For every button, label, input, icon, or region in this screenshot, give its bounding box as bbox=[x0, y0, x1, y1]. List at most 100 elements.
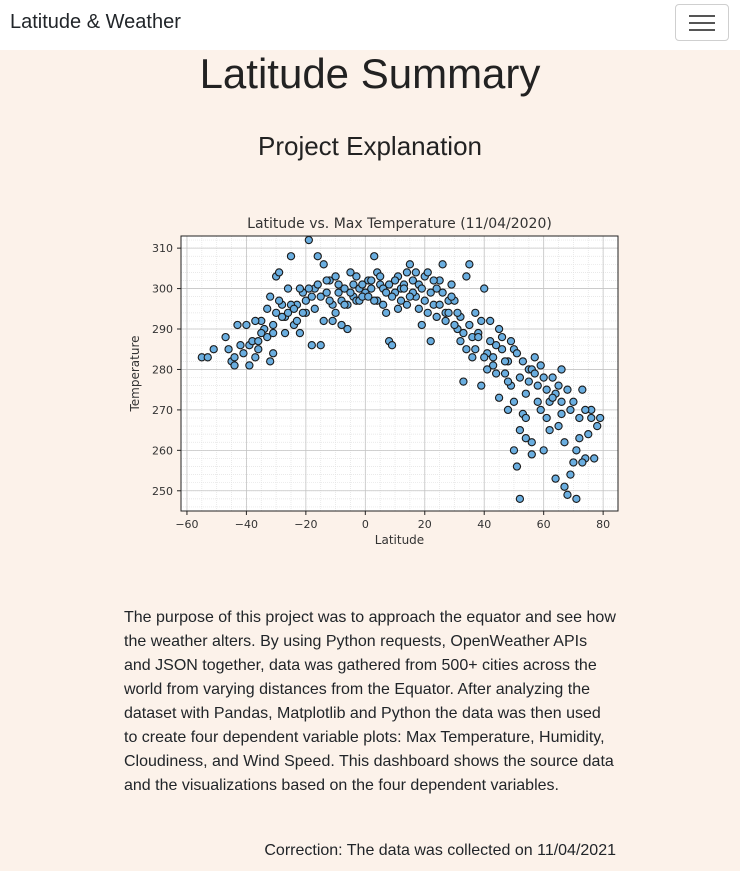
data-point bbox=[518, 357, 528, 366]
data-point bbox=[331, 272, 340, 281]
data-point bbox=[221, 332, 230, 342]
data-point bbox=[438, 288, 447, 297]
data-point bbox=[295, 328, 305, 338]
data-point bbox=[349, 280, 358, 289]
data-point bbox=[447, 292, 456, 301]
data-point bbox=[266, 357, 275, 366]
data-point bbox=[417, 284, 426, 293]
data-point bbox=[515, 373, 525, 382]
data-point bbox=[301, 296, 311, 305]
data-point bbox=[497, 332, 507, 342]
navbar-brand[interactable]: Latitude & Weather bbox=[10, 11, 181, 33]
data-point bbox=[269, 349, 278, 358]
hamburger-menu-icon bbox=[689, 15, 715, 17]
data-point bbox=[432, 312, 441, 322]
data-point bbox=[381, 308, 391, 317]
data-point bbox=[545, 425, 554, 435]
data-point bbox=[596, 413, 605, 423]
data-point bbox=[405, 260, 415, 269]
section-title: Project Explanation bbox=[257, 131, 483, 161]
data-point bbox=[224, 345, 233, 354]
data-point bbox=[233, 320, 242, 330]
data-point bbox=[536, 405, 545, 415]
data-point bbox=[468, 353, 477, 362]
data-point bbox=[245, 361, 254, 370]
data-point bbox=[304, 284, 313, 293]
data-point bbox=[554, 421, 563, 431]
data-point bbox=[557, 397, 566, 406]
data-point bbox=[459, 328, 468, 338]
data-point bbox=[578, 458, 587, 467]
data-point bbox=[266, 292, 275, 301]
data-point bbox=[566, 470, 575, 479]
data-point bbox=[542, 385, 551, 394]
latitude-temperature-chart: −60 −40 −20 0 20 40 60 80 250 260 270 280 290 300 310 L… bbox=[124, 208, 624, 558]
data-point bbox=[254, 336, 263, 346]
data-point bbox=[462, 272, 471, 281]
data-point bbox=[390, 276, 400, 285]
x-tick-label: −20 bbox=[294, 518, 317, 531]
data-point bbox=[515, 494, 525, 504]
data-point bbox=[533, 381, 542, 390]
data-point bbox=[486, 336, 495, 346]
page-title: Latitude Summary bbox=[199, 50, 541, 97]
data-point bbox=[280, 328, 290, 338]
data-point bbox=[423, 308, 432, 317]
data-point bbox=[254, 345, 263, 354]
data-point bbox=[491, 369, 501, 378]
data-point bbox=[569, 397, 578, 406]
y-tick-label: 290 bbox=[152, 323, 173, 336]
data-point bbox=[334, 280, 343, 289]
data-point bbox=[203, 353, 212, 362]
data-point bbox=[405, 292, 415, 301]
data-point bbox=[325, 296, 334, 305]
data-point bbox=[471, 345, 480, 354]
data-point bbox=[539, 446, 548, 455]
data-point bbox=[242, 320, 251, 330]
data-point bbox=[593, 421, 602, 431]
data-point bbox=[283, 284, 293, 293]
data-point bbox=[367, 284, 376, 293]
data-point bbox=[316, 292, 325, 301]
data-point bbox=[578, 385, 587, 394]
data-point bbox=[367, 276, 376, 285]
data-point bbox=[471, 308, 480, 317]
data-point bbox=[530, 369, 539, 378]
data-point bbox=[298, 308, 308, 317]
data-point bbox=[346, 268, 355, 277]
data-point bbox=[560, 438, 569, 447]
data-point bbox=[257, 328, 266, 338]
data-point bbox=[352, 272, 361, 281]
data-point bbox=[414, 304, 423, 313]
data-point bbox=[465, 320, 474, 330]
navbar-toggle-button[interactable] bbox=[675, 4, 729, 41]
data-point bbox=[420, 296, 429, 305]
data-point bbox=[209, 345, 218, 354]
data-point bbox=[438, 260, 447, 269]
data-point bbox=[554, 381, 563, 390]
y-tick-label: 260 bbox=[152, 444, 173, 457]
data-point bbox=[521, 389, 530, 398]
data-point bbox=[459, 377, 468, 386]
data-point bbox=[456, 336, 465, 346]
y-axis-label: Temperature bbox=[128, 335, 142, 412]
data-point bbox=[465, 260, 474, 269]
data-point bbox=[286, 252, 296, 261]
data-point bbox=[283, 308, 293, 317]
data-point bbox=[432, 284, 441, 293]
data-point bbox=[322, 276, 331, 285]
y-tick-label: 300 bbox=[152, 283, 173, 296]
data-point bbox=[378, 300, 388, 309]
navbar: Latitude & Weather bbox=[0, 0, 740, 50]
data-point bbox=[337, 320, 346, 330]
plot-area bbox=[181, 236, 618, 511]
data-point bbox=[340, 284, 349, 293]
data-point bbox=[509, 446, 519, 455]
data-point bbox=[512, 349, 522, 358]
x-axis-label: Latitude bbox=[375, 533, 424, 547]
data-point bbox=[429, 276, 438, 285]
data-point bbox=[292, 316, 302, 326]
data-point bbox=[417, 320, 426, 330]
y-tick-label: 250 bbox=[152, 485, 173, 498]
x-tick-label: 0 bbox=[362, 518, 369, 531]
